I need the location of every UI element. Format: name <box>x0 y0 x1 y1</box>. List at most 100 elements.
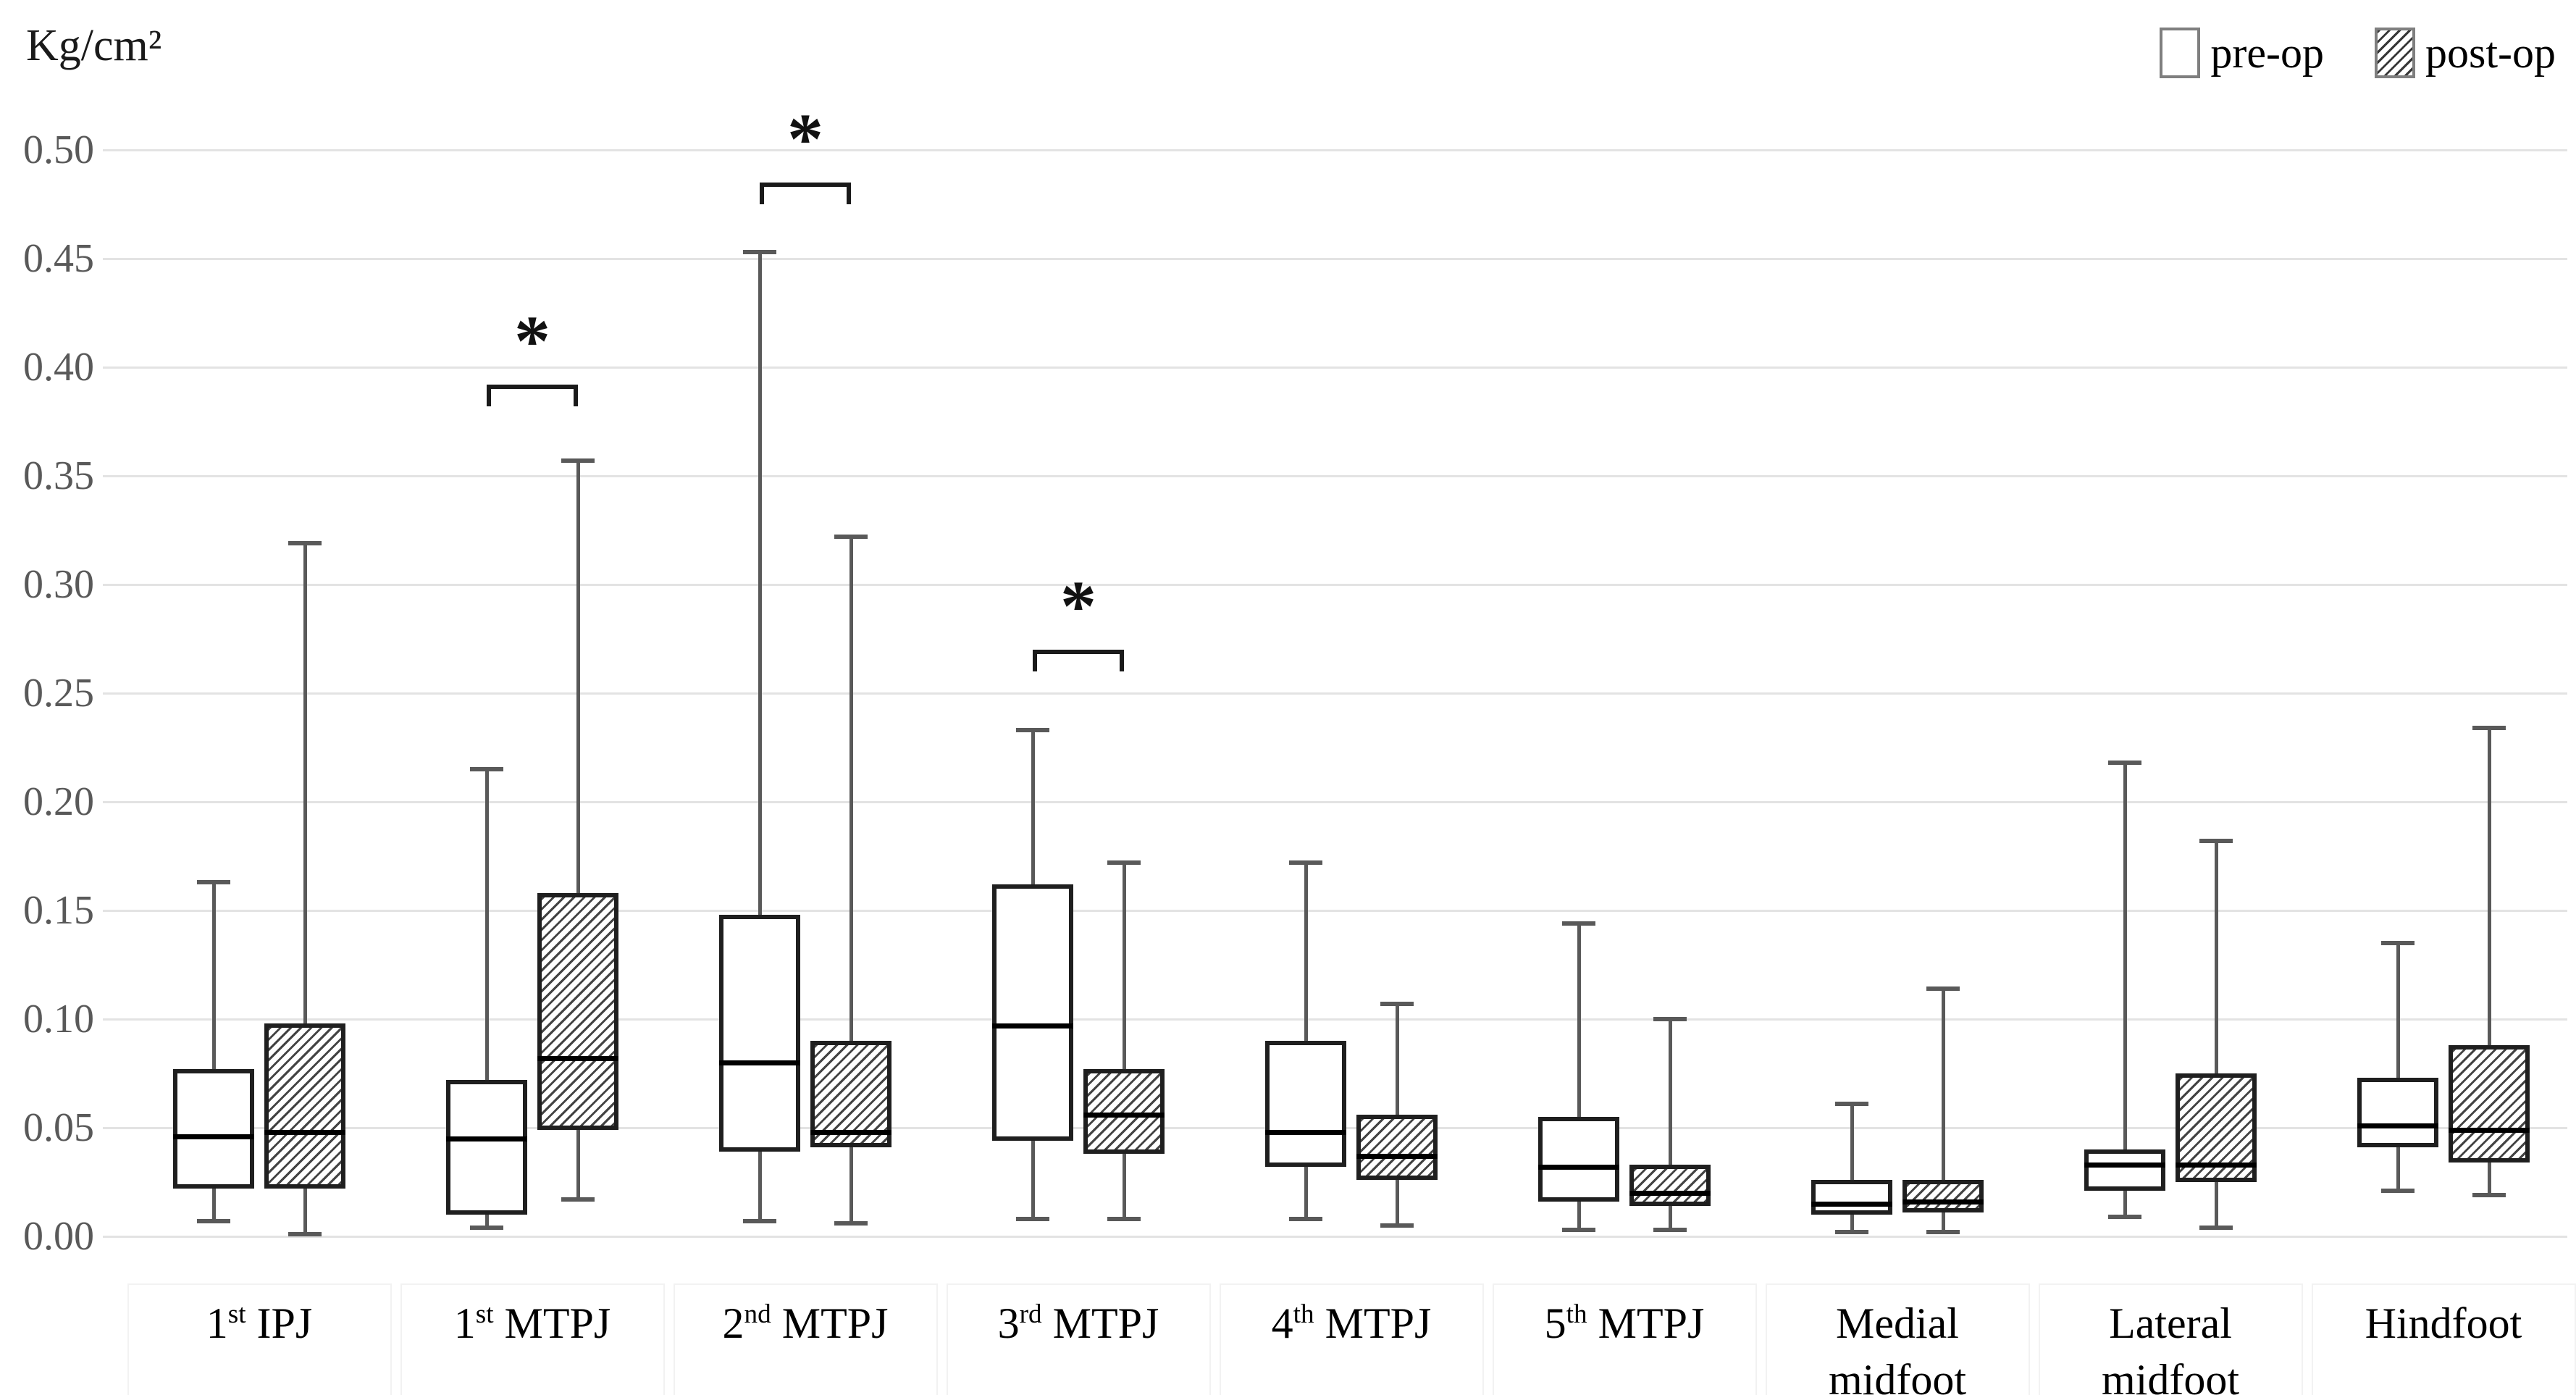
gridline <box>103 474 2567 477</box>
category-label-line1: 5th MTPJ <box>1544 1299 1705 1347</box>
whisker-cap-max <box>470 767 503 771</box>
whisker-cap-min <box>1653 1228 1687 1232</box>
whisker-lower <box>1031 1141 1035 1219</box>
whisker-cap-min <box>2199 1226 2233 1230</box>
category-label-line2: midfoot <box>2102 1356 2239 1395</box>
whisker-upper <box>1941 989 1945 1180</box>
whisker-cap-max <box>1289 860 1322 865</box>
box-post-op <box>1083 1069 1165 1154</box>
whisker-cap-min <box>1562 1228 1595 1232</box>
median-line <box>1902 1199 1984 1205</box>
significance-star: * <box>1060 566 1096 646</box>
x-axis-category-label: 2nd MTPJ <box>673 1283 938 1395</box>
median-line <box>1356 1153 1438 1159</box>
category-label-line1: Lateral <box>2109 1299 2232 1347</box>
preop-swatch-icon <box>2160 28 2201 78</box>
whisker-cap-min <box>288 1232 322 1236</box>
whisker-cap-min <box>561 1197 595 1202</box>
whisker-cap-max <box>1926 986 1960 991</box>
y-axis-tick-label: 0.40 <box>23 345 94 390</box>
box-pre-op <box>719 915 800 1152</box>
whisker-upper <box>1577 923 1581 1117</box>
whisker-lower <box>2487 1162 2491 1195</box>
whisker-cap-max <box>2472 726 2506 730</box>
whisker-upper <box>211 882 216 1069</box>
x-axis-category-label: 3rd MTPJ <box>946 1283 1211 1395</box>
whisker-cap-min <box>470 1226 503 1230</box>
whisker-cap-max <box>561 458 595 463</box>
median-line <box>446 1136 527 1141</box>
whisker-lower <box>849 1147 853 1223</box>
legend-label-preop: pre-op <box>2210 28 2324 77</box>
median-line <box>173 1134 254 1139</box>
whisker-lower <box>1577 1202 1581 1230</box>
whisker-cap-max <box>288 541 322 545</box>
whisker-lower <box>1304 1167 1308 1219</box>
median-line <box>719 1060 800 1065</box>
x-axis-category-label: Medial midfoot <box>1765 1283 2030 1395</box>
whisker-lower <box>758 1152 762 1221</box>
legend-item-postop: post-op <box>2375 28 2556 78</box>
gridline <box>103 366 2567 369</box>
x-axis-category-label: 4th MTPJ <box>1219 1283 1484 1395</box>
whisker-upper <box>1031 730 1035 884</box>
y-axis-tick-label: 0.15 <box>23 888 94 933</box>
whisker-cap-max <box>743 250 776 254</box>
whisker-upper <box>2214 841 2218 1073</box>
box-post-op <box>537 893 618 1130</box>
x-axis-category-label: 1st IPJ <box>127 1283 392 1395</box>
box-pre-op <box>1811 1180 1892 1215</box>
box-pre-op <box>1265 1041 1346 1167</box>
category-label-line1: 3rd MTPJ <box>997 1299 1159 1347</box>
y-axis-tick-label: 0.25 <box>23 671 94 716</box>
median-line <box>1629 1190 1711 1196</box>
significance-bracket <box>487 385 578 406</box>
whisker-cap-min <box>197 1219 230 1223</box>
box-post-op <box>1902 1180 1984 1212</box>
box-pre-op <box>446 1080 527 1215</box>
postop-swatch-icon <box>2375 28 2415 78</box>
whisker-cap-max <box>1835 1102 1868 1106</box>
whisker-upper <box>484 769 489 1080</box>
whisker-lower <box>1122 1154 1126 1219</box>
box-post-op <box>1629 1165 1711 1206</box>
whisker-lower <box>2214 1182 2218 1228</box>
y-axis-tick-label: 0.50 <box>23 127 94 172</box>
whisker-cap-max <box>2108 761 2141 765</box>
whisker-lower <box>1941 1212 1945 1232</box>
significance-bracket <box>760 183 851 204</box>
whisker-cap-min <box>2381 1189 2415 1193</box>
category-label-line1: 1st IPJ <box>206 1299 313 1347</box>
whisker-lower <box>576 1130 580 1199</box>
whisker-lower <box>1668 1206 1672 1230</box>
median-line <box>1083 1112 1165 1118</box>
whisker-lower <box>2396 1147 2400 1191</box>
median-line <box>2357 1123 2438 1128</box>
box-post-op <box>264 1023 345 1189</box>
whisker-lower <box>484 1215 489 1228</box>
legend: pre-op post-op <box>2160 28 2556 78</box>
legend-label-postop: post-op <box>2425 28 2556 77</box>
x-axis-category-label: 5th MTPJ <box>1492 1283 1757 1395</box>
legend-item-preop: pre-op <box>2160 28 2324 78</box>
gridline <box>103 909 2567 912</box>
whisker-upper <box>849 537 853 1041</box>
median-line <box>537 1055 618 1061</box>
category-label-line1: 1st MTPJ <box>453 1299 611 1347</box>
whisker-cap-min <box>743 1219 776 1223</box>
whisker-cap-min <box>2108 1215 2141 1219</box>
significance-star: * <box>514 301 550 381</box>
whisker-cap-max <box>2381 941 2415 945</box>
whisker-cap-max <box>834 535 868 539</box>
median-line <box>2449 1127 2530 1133</box>
whisker-upper <box>2487 728 2491 1045</box>
gridline <box>103 257 2567 260</box>
median-line <box>810 1129 891 1135</box>
whisker-upper <box>576 461 580 893</box>
box-pre-op <box>2357 1078 2438 1147</box>
whisker-cap-min <box>1289 1217 1322 1221</box>
whisker-upper <box>758 252 762 915</box>
y-axis-tick-label: 0.45 <box>23 236 94 281</box>
whisker-cap-max <box>1380 1002 1414 1006</box>
